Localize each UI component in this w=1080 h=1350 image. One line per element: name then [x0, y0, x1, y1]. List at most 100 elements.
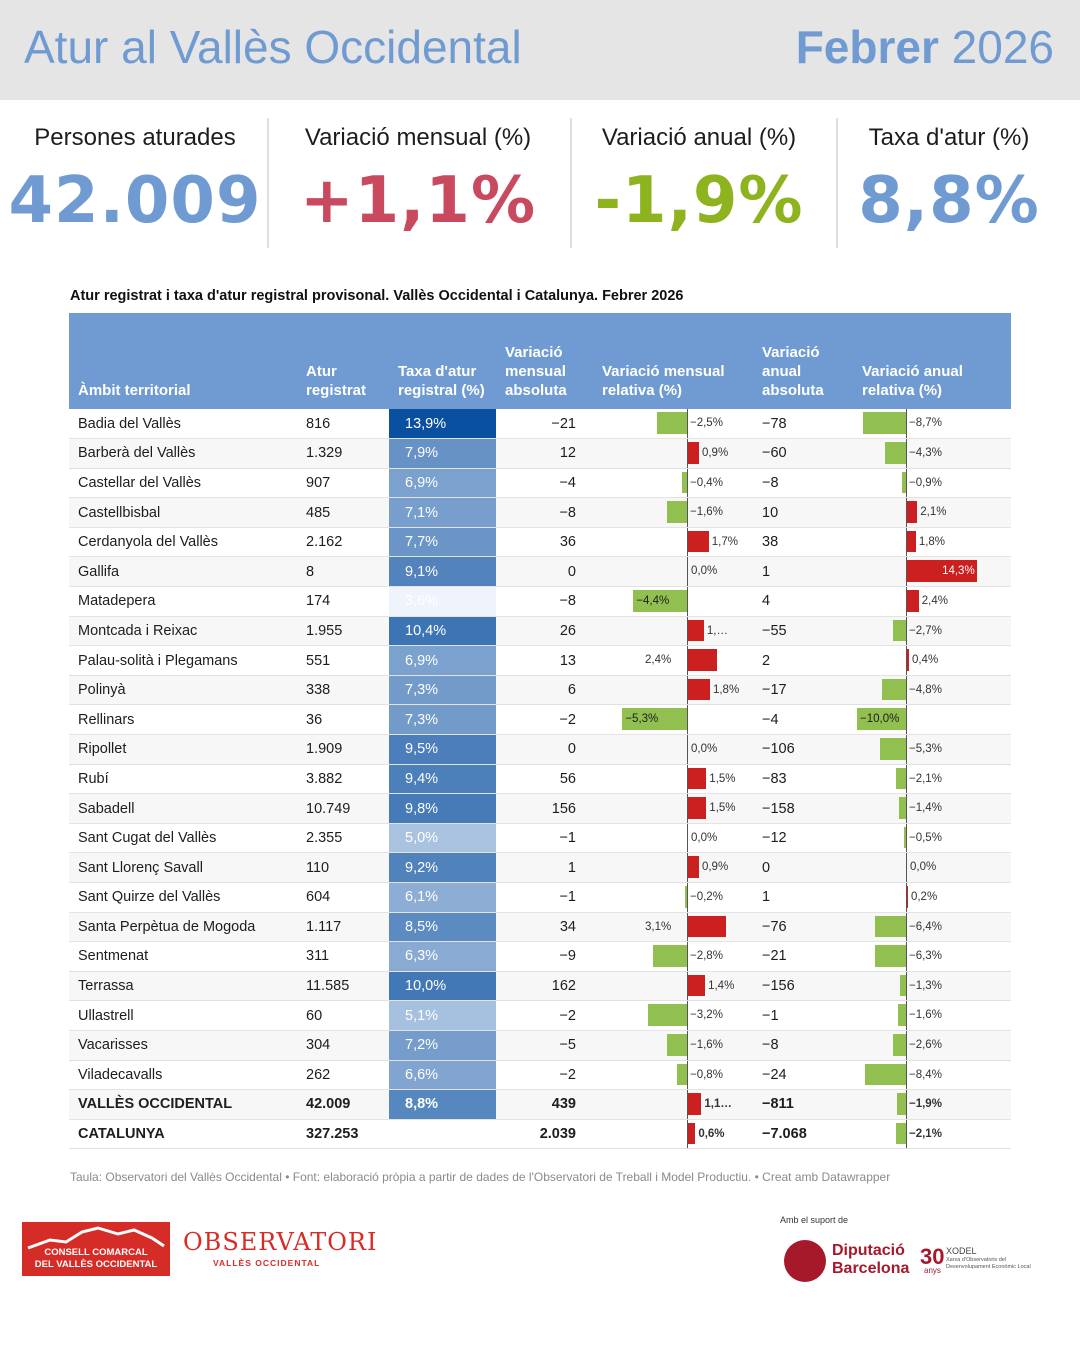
col-header[interactable]: Variació anual absoluta: [753, 313, 853, 409]
bar-mark: [907, 530, 916, 553]
bar-mark: [863, 412, 906, 435]
taxa-atur-cell: 10,0%: [389, 971, 496, 1002]
bar-axis: [906, 675, 907, 705]
bar-value-label: −2,6%: [909, 1038, 942, 1051]
variacio-mensual-absoluta: 12: [496, 438, 593, 469]
annual-rel-bar-cell: −0,9%: [853, 468, 1011, 499]
bar-value-label: −4,3%: [909, 447, 942, 460]
table-row: Rellinars 36 7,3% −2 −5,3% −4 −10,0%: [69, 704, 1011, 736]
variacio-mensual-absoluta: 1: [496, 852, 593, 883]
bar-wrap: −4,4%: [593, 587, 753, 616]
bar-axis: [687, 646, 688, 675]
bar-wrap: −4,3%: [853, 439, 1011, 468]
territory-name: Ullastrell: [69, 1000, 297, 1031]
period-year: 2026: [951, 21, 1054, 73]
bar-mark: [667, 1033, 687, 1056]
col-header[interactable]: Taxa d'atur registral (%): [389, 313, 496, 409]
bar-mark: [688, 649, 718, 671]
monthly-rel-bar-cell: −5,3%: [593, 704, 753, 736]
col-header[interactable]: Atur registrat: [297, 313, 389, 409]
kpi-divider: [570, 118, 572, 248]
col-header[interactable]: Variació mensual absoluta: [496, 313, 593, 409]
bar-mark: [907, 886, 908, 908]
monthly-rel-bar-cell: −0,4%: [593, 468, 753, 499]
atur-registrat: 2.355: [297, 823, 389, 854]
bar-axis: [906, 823, 907, 853]
bar-wrap: −1,6%: [593, 498, 753, 527]
bar-value-label: −1,6%: [690, 506, 723, 519]
monthly-rel-bar-cell: −4,4%: [593, 586, 753, 617]
col-header[interactable]: Variació mensual relativa (%): [593, 313, 753, 409]
annual-rel-bar-cell: −1,6%: [853, 1000, 1011, 1031]
taxa-atur-cell: 7,1%: [389, 497, 496, 528]
bar-value-label: 1,4%: [708, 979, 735, 992]
table-footnote: Taula: Observatori del Vallès Occidental…: [70, 1170, 891, 1184]
table-row: Viladecavalls 262 6,6% −2 −0,8% −24 −8,4%: [69, 1060, 1011, 1091]
annual-rel-bar-cell: −4,8%: [853, 675, 1011, 706]
bar-mark: [864, 1063, 906, 1086]
table-row: Ullastrell 60 5,1% −2 −3,2% −1 −1,6%: [69, 1000, 1011, 1031]
atur-registrat: 10.749: [297, 793, 389, 824]
kpi-value: 8,8%: [858, 164, 1040, 238]
territory-name: Sant Cugat del Vallès: [69, 823, 297, 854]
bar-value-label: 0,2%: [910, 891, 938, 903]
xodel-name: XODEL: [946, 1246, 977, 1256]
taxa-atur-cell: 9,1%: [389, 556, 496, 588]
taxa-atur-cell: 7,7%: [389, 527, 496, 558]
mountain-icon: [27, 1226, 165, 1250]
bar-value-label: 0,9%: [701, 447, 729, 460]
bar-axis: [906, 1060, 907, 1090]
taxa-atur-cell: 7,9%: [389, 438, 496, 469]
bar-mark: [907, 649, 909, 671]
variacio-anual-absoluta: −1: [753, 1000, 853, 1031]
bar-axis: [687, 557, 688, 587]
bar-axis: [687, 705, 688, 735]
bar-axis: [687, 971, 688, 1001]
taxa-atur-cell: 9,4%: [389, 764, 496, 795]
monthly-rel-bar-cell: 1,1…: [593, 1089, 753, 1120]
territory-name: Vacarisses: [69, 1030, 297, 1061]
bar-axis: [906, 616, 907, 646]
taxa-atur-cell: 7,3%: [389, 675, 496, 706]
monthly-rel-bar-cell: 1,4%: [593, 971, 753, 1002]
bar-value-label: −2,7%: [909, 624, 942, 637]
bar-mark: [622, 708, 687, 731]
bar-axis: [687, 439, 688, 468]
table-row: Ripollet 1.909 9,5% 0 0,0% −106 −5,3%: [69, 734, 1011, 765]
bar-axis: [906, 1001, 907, 1030]
bar-axis: [906, 439, 907, 468]
atur-registrat: 311: [297, 941, 389, 972]
variacio-mensual-absoluta: −1: [496, 823, 593, 854]
bar-value-label: 0,9%: [701, 861, 729, 874]
variacio-mensual-absoluta: 439: [496, 1089, 593, 1120]
bar-mark: [901, 471, 906, 494]
bar-wrap: −1,6%: [593, 1030, 753, 1060]
table-row: Gallifa 8 9,1% 0 0,0% 1 14,3%: [69, 556, 1011, 588]
annual-rel-bar-cell: −2,1%: [853, 1119, 1011, 1150]
bar-wrap: −0,2%: [593, 883, 753, 912]
bar-wrap: 1,5%: [593, 794, 753, 823]
bar-wrap: 0,4%: [853, 646, 1011, 675]
bar-wrap: 2,1%: [853, 498, 1011, 527]
annual-rel-bar-cell: 2,1%: [853, 497, 1011, 528]
col-header[interactable]: Variació anual relativa (%): [853, 313, 1011, 409]
col-header[interactable]: Àmbit territorial: [69, 313, 297, 409]
bar-mark: [896, 1093, 906, 1115]
annual-rel-bar-cell: 2,4%: [853, 586, 1011, 617]
variacio-anual-absoluta: 1: [753, 556, 853, 588]
bar-wrap: 0,0%: [853, 853, 1011, 882]
taxa-atur-cell: 8,8%: [389, 1089, 496, 1120]
ccvo-logo: CONSELL COMARCAL DEL VALLÈS OCCIDENTAL: [22, 1222, 170, 1276]
header-banner: Atur al Vallès Occidental Febrer 2026: [0, 0, 1080, 100]
xodel-sub1: Xarxa d'Observatoris del: [946, 1257, 1007, 1263]
bar-mark: [898, 1004, 906, 1026]
bar-mark: [882, 678, 906, 701]
bar-axis: [687, 853, 688, 882]
bar-mark: [688, 767, 707, 790]
bar-axis: [687, 1001, 688, 1030]
bar-value-label: 0,0%: [691, 831, 718, 844]
table-row: Sant Llorenç Savall 110 9,2% 1 0,9% 0 0,0%: [69, 852, 1011, 883]
bar-wrap: −0,8%: [593, 1060, 753, 1090]
taxa-atur-cell: 9,5%: [389, 734, 496, 765]
bar-mark: [688, 442, 699, 464]
